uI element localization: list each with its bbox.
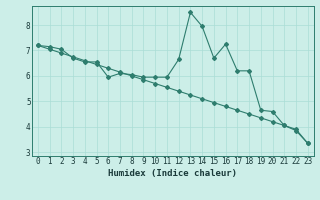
X-axis label: Humidex (Indice chaleur): Humidex (Indice chaleur): [108, 169, 237, 178]
